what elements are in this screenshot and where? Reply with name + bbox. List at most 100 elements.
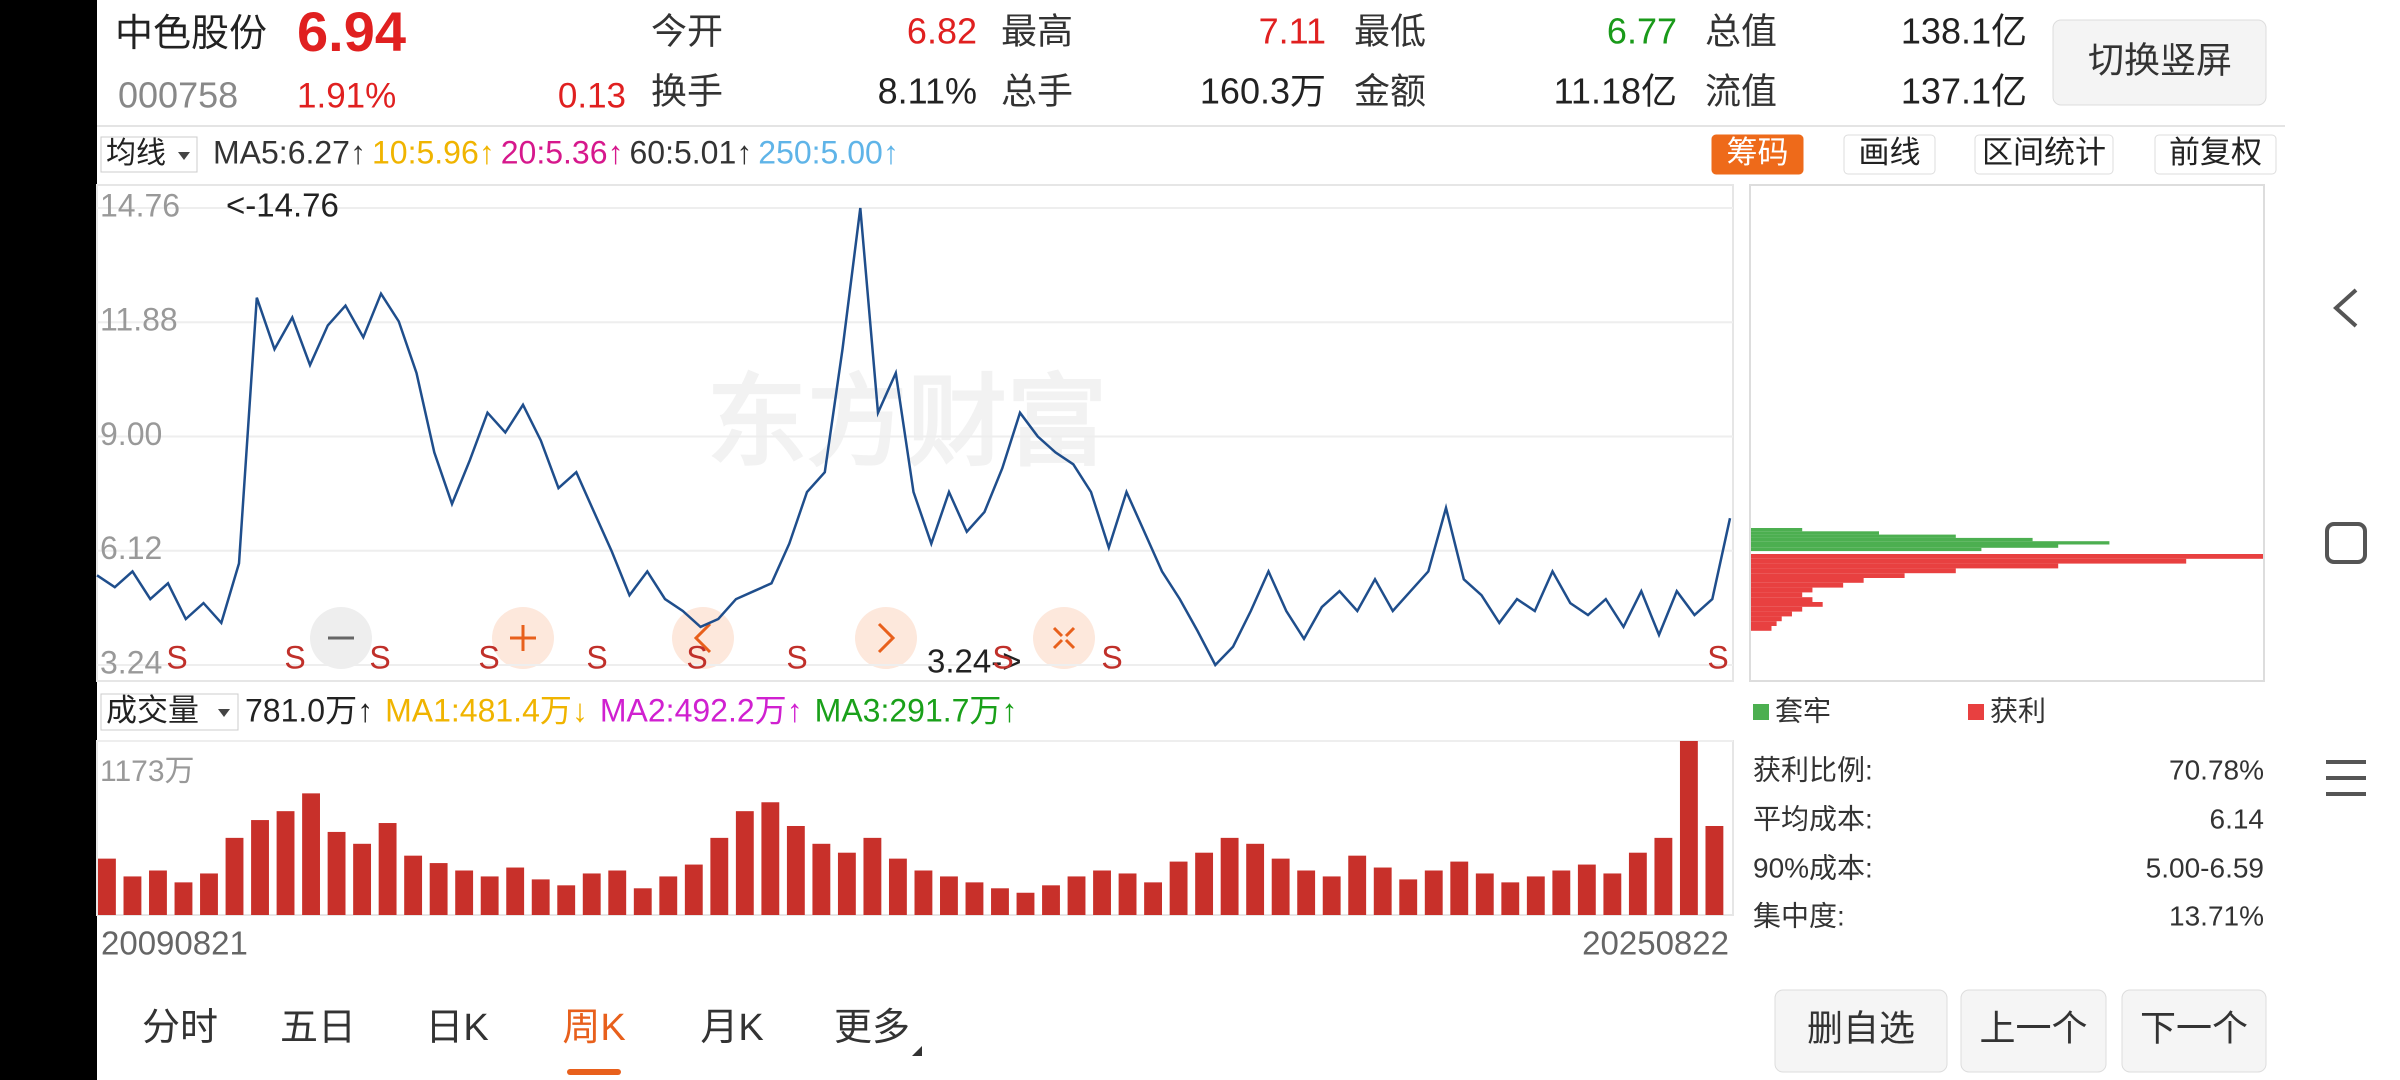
action-button[interactable]	[1960, 989, 2107, 1073]
orientation-button-label: 切换竖屏	[2088, 40, 2232, 81]
volume-bar	[940, 876, 958, 915]
volume-bar	[991, 888, 1009, 915]
chip-bar	[1751, 621, 1777, 626]
volume-bar	[1271, 858, 1290, 915]
legend-label: 获利	[1990, 695, 2046, 726]
chip-bar	[1751, 544, 2059, 548]
action-button[interactable]	[1774, 989, 1948, 1073]
end-date: 20250822	[1582, 925, 1729, 962]
stat-label: 最低	[1354, 11, 1426, 52]
active-tab-indicator	[567, 1069, 621, 1075]
sell-marker: S	[478, 639, 499, 675]
chip-bar	[1751, 587, 1813, 593]
action-button[interactable]	[2121, 989, 2267, 1073]
chip-stat-value: 70.78%	[2169, 754, 2264, 785]
volume-bar	[1169, 861, 1188, 915]
period-tab[interactable]: 分时	[142, 1007, 218, 1049]
chip-bar	[1751, 528, 1803, 532]
sell-marker: S	[284, 639, 305, 675]
sell-marker: S	[786, 639, 807, 675]
volume-bar	[1526, 876, 1545, 915]
max-annotation: <-14.76	[226, 187, 339, 224]
sell-marker: S	[1101, 639, 1122, 675]
volume-bar	[914, 870, 933, 915]
volume-bar	[1705, 825, 1724, 915]
y-tick-label: 6.12	[100, 530, 162, 566]
orientation-button[interactable]	[2052, 19, 2267, 106]
action-label: 删自选	[1807, 1008, 1915, 1049]
chip-bar	[1751, 563, 2059, 569]
volume-bar	[1654, 837, 1673, 915]
volume-bar	[965, 882, 984, 915]
start-date: 20090821	[101, 925, 248, 962]
volume-selector[interactable]	[100, 693, 239, 731]
move-right[interactable]	[855, 607, 917, 669]
volume-bar	[480, 876, 499, 915]
chip-bar	[1751, 554, 2263, 559]
stat-value: 8.11%	[878, 71, 977, 112]
chip-stat-label: 获利比例:	[1753, 754, 1873, 785]
volume-bar	[98, 858, 116, 915]
stat-value: 6.82	[907, 11, 977, 52]
chip-stat-label: 集中度:	[1753, 900, 1845, 931]
tool-button[interactable]	[1843, 134, 1936, 175]
volume-bar	[659, 876, 678, 915]
stat-value: 137.1亿	[1901, 71, 2027, 112]
chip-bar	[1751, 606, 1803, 612]
legend-swatch	[1968, 704, 1984, 720]
chart-controls	[310, 607, 1095, 669]
change-pct: 1.91%	[297, 76, 396, 115]
period-tab[interactable]: 更多	[834, 1007, 910, 1049]
reset-zoom[interactable]	[1033, 607, 1095, 669]
period-tab[interactable]: 月K	[700, 1007, 763, 1049]
ma-value: 10:5.96↑	[372, 134, 495, 170]
volume-bar	[1424, 870, 1443, 915]
dropdown-arrow	[178, 152, 190, 160]
volume-bar	[149, 870, 167, 915]
volume-bar	[888, 858, 907, 915]
volume-bar	[1220, 837, 1239, 915]
volume-bar	[1118, 873, 1137, 915]
volume-bar	[1628, 852, 1647, 915]
chip-bar	[1751, 592, 1803, 598]
tool-label: 区间统计	[1982, 135, 2106, 170]
volume-bar	[1246, 843, 1265, 915]
icon	[510, 625, 536, 651]
menu-icon[interactable]	[2326, 760, 2366, 796]
volume-ma-value: MA3:291.7万↑	[815, 692, 1018, 728]
volume-bar	[506, 867, 525, 915]
chip-bar	[1751, 573, 1905, 578]
period-tab[interactable]: 五日	[280, 1007, 356, 1049]
volume-bar	[200, 873, 218, 915]
stat-label: 流值	[1705, 71, 1777, 112]
left-bar	[0, 0, 97, 1080]
volume-bar	[1399, 879, 1418, 915]
period-tab[interactable]: 日K	[425, 1007, 488, 1049]
volume-bar	[276, 811, 295, 915]
volume-bar	[1373, 867, 1392, 915]
tool-button[interactable]	[1974, 134, 2114, 175]
volume-bar	[353, 843, 372, 915]
volume-bar	[123, 876, 142, 915]
volume-bar	[1144, 882, 1163, 915]
volume-bar	[1093, 870, 1111, 915]
ma-value: MA5:6.27↑	[213, 134, 366, 170]
period-tab[interactable]: 周K	[562, 1007, 625, 1049]
chip-bar	[1751, 602, 1823, 607]
tool-button[interactable]	[2154, 134, 2277, 175]
chip-bar	[1751, 611, 1792, 617]
price-frame	[96, 184, 1734, 682]
volume-bar	[812, 843, 831, 915]
stat-label: 最高	[1001, 11, 1073, 52]
move-left[interactable]	[672, 607, 734, 669]
tool-label: 筹码	[1727, 135, 1789, 170]
volume-bar	[429, 863, 448, 915]
volume-selector-label: 成交量	[106, 693, 199, 728]
tool-button[interactable]	[1711, 134, 1804, 175]
stat-label: 总手	[1001, 71, 1073, 112]
back-icon[interactable]	[2333, 288, 2358, 328]
home-icon[interactable]	[2325, 522, 2367, 564]
chip-bar	[1751, 626, 1772, 631]
action-label: 下一个	[2140, 1008, 2248, 1049]
